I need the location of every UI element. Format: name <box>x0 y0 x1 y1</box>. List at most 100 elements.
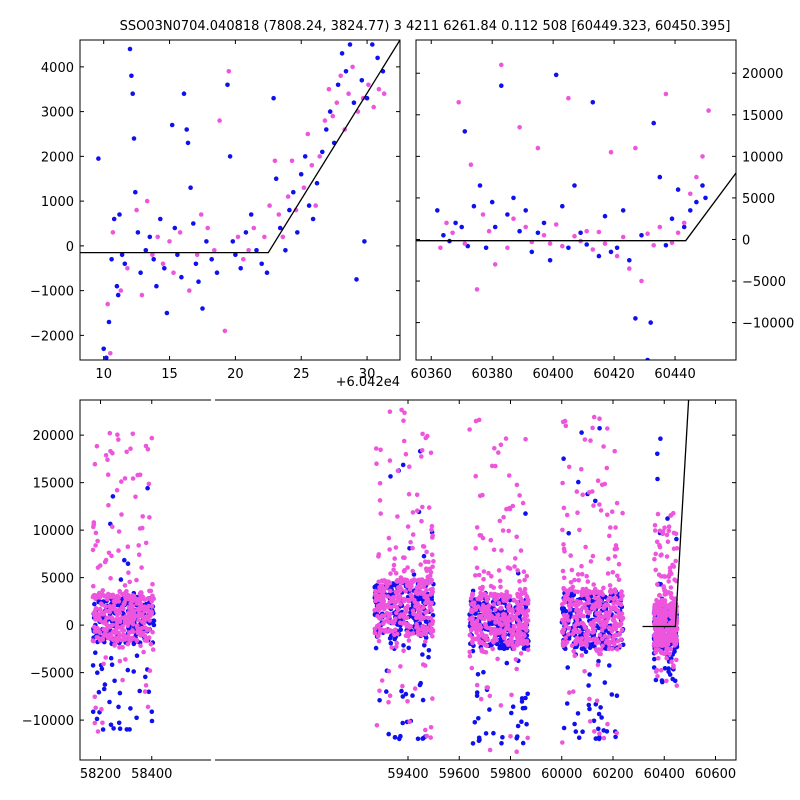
data-point <box>131 636 136 641</box>
data-point <box>656 656 661 661</box>
data-point <box>488 537 494 543</box>
data-point <box>364 95 370 101</box>
data-point <box>379 583 384 588</box>
data-point <box>135 472 140 478</box>
data-point <box>421 544 427 549</box>
data-point <box>596 736 602 742</box>
data-point <box>372 630 378 636</box>
data-point <box>139 590 144 596</box>
data-point <box>119 637 124 643</box>
data-point <box>655 582 660 587</box>
data-point <box>424 594 430 600</box>
y-tick-label: 5000 <box>742 192 775 207</box>
data-point <box>509 635 514 640</box>
data-point <box>590 489 595 494</box>
data-point <box>422 615 427 621</box>
data-point <box>146 603 151 609</box>
data-point <box>593 702 599 707</box>
data-point <box>602 614 608 619</box>
data-point <box>600 643 605 649</box>
data-point <box>485 637 491 643</box>
data-point <box>470 640 475 646</box>
data-point <box>426 648 432 653</box>
data-point <box>593 736 599 741</box>
data-point <box>164 310 170 316</box>
data-point <box>571 689 576 694</box>
data-point <box>376 554 381 559</box>
data-point <box>487 747 493 753</box>
data-point <box>393 589 399 595</box>
data-point <box>147 234 153 240</box>
data-point <box>497 645 503 651</box>
data-point <box>233 252 238 258</box>
data-point <box>118 288 124 293</box>
data-point <box>393 627 398 633</box>
data-point <box>130 619 136 624</box>
data-point <box>150 252 155 258</box>
data-point <box>499 548 504 553</box>
data-point <box>613 525 618 530</box>
axis-break-gap <box>211 396 215 404</box>
data-point <box>620 208 626 213</box>
data-point <box>483 245 489 251</box>
data-point <box>99 610 104 616</box>
data-point <box>262 234 267 240</box>
data-point <box>608 525 613 530</box>
data-point <box>614 646 620 652</box>
data-point <box>106 319 112 325</box>
data-point <box>467 649 473 655</box>
data-point <box>518 622 523 628</box>
data-point <box>111 216 117 222</box>
data-point <box>510 503 516 509</box>
data-point <box>498 703 504 708</box>
data-point <box>424 549 429 555</box>
data-point <box>276 212 282 217</box>
data-point <box>570 597 575 602</box>
data-point <box>112 643 117 648</box>
data-point <box>517 579 522 584</box>
data-point <box>149 718 155 724</box>
data-point <box>123 597 129 602</box>
data-point <box>94 716 100 722</box>
data-point <box>492 635 498 641</box>
data-point <box>428 725 434 730</box>
data-point <box>588 559 594 564</box>
data-point <box>474 287 480 292</box>
data-point <box>415 508 420 513</box>
x-tick-label: 58400 <box>131 767 172 782</box>
data-point <box>106 550 112 556</box>
data-point <box>425 615 431 621</box>
data-point <box>138 594 144 599</box>
data-point <box>668 591 673 597</box>
data-point <box>377 698 382 703</box>
data-point <box>681 224 687 230</box>
data-point <box>499 592 504 597</box>
data-point <box>370 42 375 47</box>
data-point <box>101 661 106 667</box>
data-point <box>667 672 673 677</box>
data-point <box>394 610 399 616</box>
data-point <box>374 461 379 467</box>
figure-title: SSO03N0704.040818 (7808.24, 3824.77) 3 4… <box>120 19 731 34</box>
data-point <box>579 430 584 435</box>
data-point <box>138 633 143 638</box>
data-point <box>418 607 423 613</box>
data-point <box>346 91 351 96</box>
data-point <box>136 552 142 557</box>
data-point <box>428 735 434 740</box>
data-point <box>450 230 455 236</box>
data-point <box>424 609 430 614</box>
data-point <box>384 585 389 591</box>
data-point <box>486 228 492 234</box>
y-tick-label: −2000 <box>30 329 74 344</box>
data-point <box>122 583 128 588</box>
data-point <box>565 665 570 670</box>
data-point <box>653 567 658 573</box>
data-point <box>401 648 406 653</box>
data-point <box>483 624 489 629</box>
data-point <box>688 208 693 213</box>
x-tick-label: 60400 <box>644 767 685 782</box>
data-point <box>560 527 565 533</box>
data-point <box>91 610 97 616</box>
data-point <box>605 721 610 727</box>
